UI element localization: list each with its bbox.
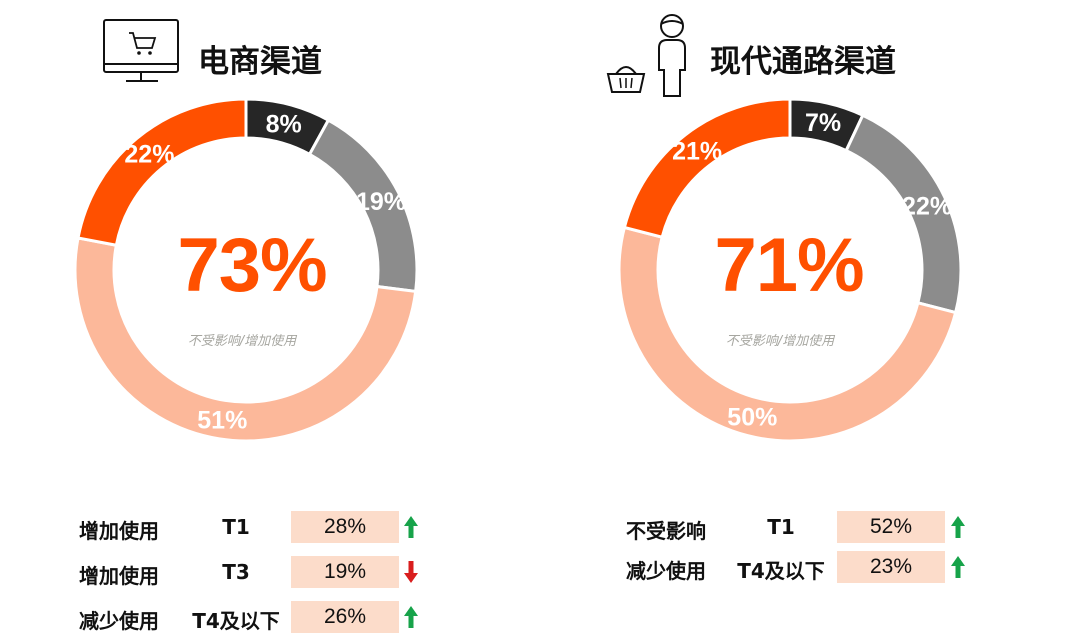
modern-trade-title: 现代通路渠道 — [710, 44, 896, 80]
slice-label: 22% — [902, 192, 952, 220]
donut-slice — [73, 236, 418, 443]
row-tier: T1 — [222, 515, 250, 539]
modern-trade-center-label: 不受影响/增加使用 — [725, 334, 835, 349]
modern-trade-center-value: 71% — [714, 223, 864, 308]
donut-slice — [622, 97, 792, 239]
table-row: 不受影响 T1 52% — [540, 511, 1080, 543]
slice-label: 7% — [805, 109, 841, 137]
slice-label: 22% — [124, 140, 174, 168]
donut-slice — [617, 225, 958, 443]
down-arrow-icon — [404, 561, 418, 583]
ecommerce-center-label: 不受影响/增加使用 — [187, 334, 297, 349]
modern-trade-donut-chart: 7% 22% 50% 21% — [617, 97, 963, 443]
slice-label: 21% — [672, 137, 722, 165]
row-label: 减少使用 — [79, 609, 159, 633]
table-row: 增加使用 T3 19% — [0, 556, 540, 588]
table-row: 减少使用 T4及以下 23% — [540, 551, 1080, 583]
row-value: 26% — [291, 601, 399, 633]
donut-slice — [76, 97, 248, 248]
computer-cart-icon — [103, 19, 179, 82]
slice-label: 19% — [356, 188, 406, 216]
up-arrow-icon — [951, 556, 965, 578]
up-arrow-icon — [951, 516, 965, 538]
row-label: 不受影响 — [626, 519, 706, 543]
row-label: 增加使用 — [79, 519, 159, 543]
table-row: 减少使用 T4及以下 26% — [0, 601, 540, 633]
table-row: 增加使用 T1 28% — [0, 511, 540, 543]
up-arrow-icon — [404, 516, 418, 538]
slice-label: 8% — [266, 110, 302, 138]
row-tier: T4及以下 — [737, 559, 825, 583]
ecommerce-center-value: 73% — [177, 223, 327, 308]
up-arrow-icon — [404, 606, 418, 628]
row-value: 28% — [291, 511, 399, 543]
row-label: 增加使用 — [79, 564, 159, 588]
ecommerce-panel: 电商渠道 8% 19% 51% 22% 73% 不受影响/增加使用 增加使用 T1 2… — [0, 19, 540, 633]
row-tier: T1 — [767, 515, 795, 539]
row-tier: T4及以下 — [192, 609, 280, 633]
row-tier: T3 — [222, 560, 250, 584]
row-label: 减少使用 — [626, 559, 706, 583]
row-value: 52% — [837, 511, 945, 543]
ecommerce-title: 电商渠道 — [198, 44, 322, 80]
row-value: 23% — [837, 551, 945, 583]
slice-label: 50% — [727, 404, 777, 432]
ecommerce-donut-chart: 8% 19% 51% 22% — [73, 97, 419, 443]
row-value: 19% — [291, 556, 399, 588]
slice-label: 51% — [197, 407, 247, 435]
modern-trade-panel: 现代通路渠道 7% 22% 50% 21% 71% 不受影响/增加使用 不受影响 T1… — [540, 0, 1080, 643]
shopper-basket-icon — [606, 14, 686, 97]
